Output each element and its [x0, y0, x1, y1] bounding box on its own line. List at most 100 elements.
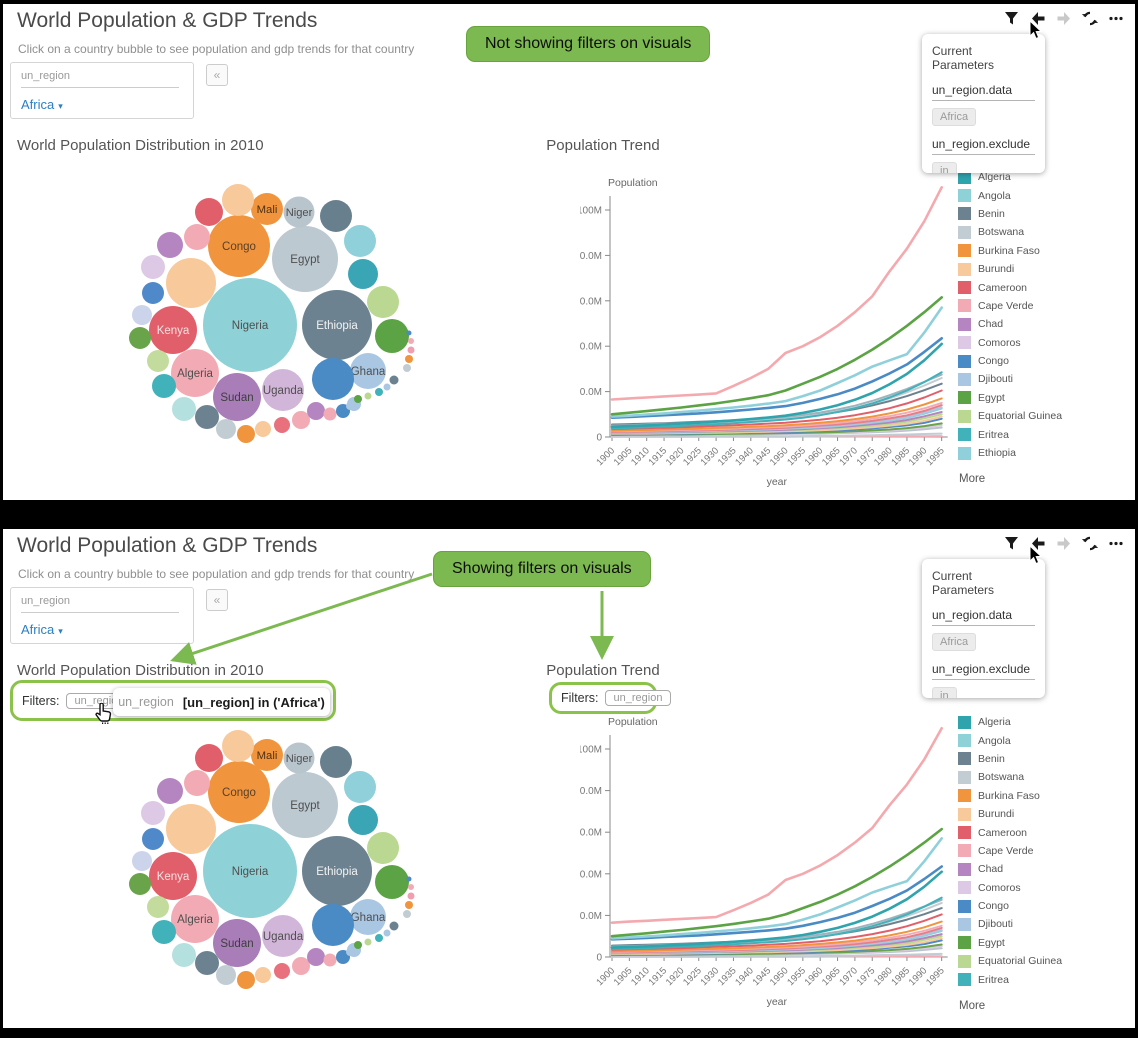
trend-line-botswana[interactable]	[611, 432, 943, 438]
country-bubble-niger[interactable]	[283, 742, 315, 774]
trend-line-cameroon[interactable]	[611, 913, 943, 951]
country-bubble-nigeria[interactable]	[203, 824, 297, 918]
legend-item[interactable]: Egypt	[958, 934, 1133, 952]
country-bubble[interactable]	[367, 286, 399, 318]
legend-item[interactable]: Burundi	[958, 805, 1133, 823]
country-bubble[interactable]	[142, 282, 164, 304]
legend-item[interactable]: Benin	[958, 205, 1133, 223]
legend-more-link[interactable]: More	[959, 473, 986, 486]
country-bubble[interactable]	[320, 746, 352, 778]
country-bubble[interactable]	[195, 198, 223, 226]
country-bubble[interactable]	[408, 884, 414, 890]
country-bubble[interactable]	[405, 901, 413, 909]
country-bubble[interactable]	[166, 804, 216, 854]
country-bubble[interactable]	[344, 771, 376, 803]
country-bubble-congo[interactable]	[208, 215, 270, 277]
country-bubble-algeria[interactable]	[171, 349, 219, 397]
legend-item[interactable]: Ethiopia	[958, 444, 1133, 462]
legend-item[interactable]: Equatorial Guinea	[958, 407, 1133, 425]
country-bubble-ethiopia[interactable]	[302, 836, 372, 906]
country-bubble[interactable]	[323, 407, 337, 421]
legend-item[interactable]: Cape Verde	[958, 297, 1133, 315]
trend-line-egypt[interactable]	[610, 827, 944, 938]
country-bubble[interactable]	[403, 364, 411, 372]
country-bubble[interactable]	[375, 388, 383, 396]
legend-item[interactable]: Burkina Faso	[958, 242, 1133, 260]
filter-chip-un-region[interactable]: un_region	[604, 690, 672, 706]
legend-item[interactable]: Cape Verde	[958, 842, 1133, 860]
legend-item[interactable]: Chad	[958, 860, 1133, 878]
back-icon[interactable]	[1030, 536, 1045, 551]
country-bubble-ethiopia[interactable]	[302, 290, 372, 360]
back-icon[interactable]	[1030, 11, 1045, 26]
country-bubble-ghana[interactable]	[350, 353, 386, 389]
country-bubble[interactable]	[312, 904, 354, 946]
country-bubble[interactable]	[407, 892, 415, 900]
country-bubble[interactable]	[172, 397, 196, 421]
country-bubble-mali[interactable]	[251, 739, 283, 771]
country-bubble-uganda[interactable]	[262, 915, 304, 957]
country-bubble[interactable]	[157, 232, 183, 258]
trend-line-ethiopia[interactable]	[610, 837, 944, 940]
legend-item[interactable]: Congo	[958, 352, 1133, 370]
more-icon[interactable]	[1108, 11, 1123, 26]
country-bubble[interactable]	[406, 876, 412, 882]
country-bubble[interactable]	[389, 921, 399, 931]
country-bubble[interactable]	[346, 948, 354, 956]
country-bubble[interactable]	[157, 778, 183, 804]
trend-line-burkina-faso[interactable]	[611, 397, 943, 432]
trend-line-eritrea[interactable]	[611, 371, 943, 430]
forward-icon[interactable]	[1056, 11, 1071, 26]
country-bubble[interactable]	[129, 873, 151, 895]
country-bubble[interactable]	[375, 934, 383, 942]
filter-field-label[interactable]: un_region	[21, 595, 179, 613]
country-bubble[interactable]	[237, 425, 255, 443]
trend-line-eritrea[interactable]	[611, 896, 943, 951]
legend-item[interactable]: Equatorial Guinea	[958, 952, 1133, 970]
country-bubble[interactable]	[383, 383, 391, 391]
country-bubble[interactable]	[237, 971, 255, 989]
country-bubble[interactable]	[375, 865, 409, 899]
legend-item[interactable]: Burundi	[958, 260, 1133, 278]
country-bubble[interactable]	[405, 355, 413, 363]
trend-line-egypt[interactable]	[610, 296, 944, 416]
bubble-chart[interactable]: Nigeria Ethiopia Egypt Congo Kenya Algeria Sud…	[10, 674, 470, 1009]
country-bubble[interactable]	[354, 941, 362, 949]
legend-item[interactable]: Cameroon	[958, 823, 1133, 841]
filter-icon[interactable]	[1004, 536, 1019, 551]
country-bubble[interactable]	[367, 832, 399, 864]
filter-field-label[interactable]: un_region	[21, 70, 179, 88]
country-bubble[interactable]	[147, 896, 169, 918]
country-bubble-sudan[interactable]	[213, 373, 261, 421]
trend-line-congo[interactable]	[610, 337, 944, 419]
country-bubble[interactable]	[166, 258, 216, 308]
legend-item[interactable]: Eritrea	[958, 425, 1133, 443]
country-bubble[interactable]	[320, 200, 352, 232]
trend-line-other-1[interactable]	[610, 726, 944, 924]
line-chart[interactable]: 020.0M40.0M60.0M80.0M100MPopulation19001…	[580, 164, 970, 500]
country-bubble[interactable]	[348, 805, 378, 835]
trend-line-cameroon[interactable]	[611, 389, 943, 431]
country-bubble[interactable]	[292, 411, 310, 429]
country-bubble[interactable]	[132, 851, 152, 871]
country-bubble-algeria[interactable]	[171, 895, 219, 943]
country-bubble[interactable]	[195, 405, 219, 429]
country-bubble[interactable]	[132, 305, 152, 325]
country-bubble[interactable]	[216, 419, 236, 439]
filter-value-dropdown[interactable]: Africa ▾	[21, 622, 183, 637]
collapse-filters-button[interactable]: «	[206, 589, 228, 611]
country-bubble-uganda[interactable]	[262, 369, 304, 411]
collapse-filters-button[interactable]: «	[206, 64, 228, 86]
country-bubble[interactable]	[216, 965, 236, 985]
country-bubble[interactable]	[222, 184, 254, 216]
country-bubble[interactable]	[312, 358, 354, 400]
legend-item[interactable]: Botswana	[958, 768, 1133, 786]
legend-item[interactable]: Cameroon	[958, 278, 1133, 296]
legend-item[interactable]: Congo	[958, 897, 1133, 915]
country-bubble-ghana[interactable]	[350, 899, 386, 935]
country-bubble[interactable]	[142, 828, 164, 850]
bubble-chart[interactable]: Nigeria Ethiopia Egypt Congo Kenya Algeria Sud…	[10, 128, 470, 463]
country-bubble[interactable]	[403, 910, 411, 918]
country-bubble[interactable]	[292, 957, 310, 975]
legend-item[interactable]: Burkina Faso	[958, 787, 1133, 805]
